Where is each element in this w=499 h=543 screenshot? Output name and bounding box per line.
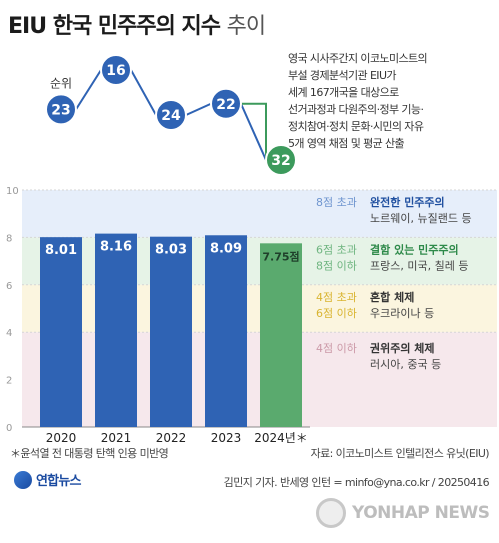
chart-title: EIU 한국 민주주의 지수 추이 xyxy=(8,8,266,40)
bar-2021 xyxy=(95,233,137,427)
band-name: 권위주의 체제 xyxy=(370,341,435,355)
rank-value: 22 xyxy=(216,97,235,113)
band-range: 8점 초과 xyxy=(316,196,357,209)
rank-marker xyxy=(210,87,242,120)
band-range-upper: 6점 이하 xyxy=(316,306,357,320)
band-examples: 우크라이나 등 xyxy=(370,307,434,320)
title-main: EIU 한국 민주주의 지수 xyxy=(8,14,221,39)
band-range: 4점 이하 xyxy=(316,341,357,355)
description-line: 영국 시사주간지 이코노미스트의 xyxy=(288,52,428,65)
bar-value-label: 8.03 xyxy=(155,243,187,258)
bar-2023 xyxy=(205,235,247,427)
y-tick-label: 2 xyxy=(6,376,12,387)
band-name: 결함 있는 민주주의 xyxy=(370,242,459,256)
footnote: ＊윤석열 전 대통령 탄핵 인용 미반영 xyxy=(10,447,169,460)
y-tick-label: 10 xyxy=(6,186,19,197)
band-range-upper: 8점 이하 xyxy=(316,258,357,272)
yonhap-mark-icon xyxy=(14,470,32,489)
yonhap-news-watermark: YONHAP NEWS xyxy=(316,498,490,528)
description-line: 부설 경제분석기관 EIU가 xyxy=(288,69,397,82)
credit: 김민지 기자. 반세영 인턴 = minfo@yna.co.kr / 20250… xyxy=(223,476,490,489)
band-examples: 프랑스, 미국, 칠레 등 xyxy=(370,259,468,272)
yonhap-logo: 연합뉴스 xyxy=(14,470,81,489)
band-name: 혼합 체제 xyxy=(370,290,414,304)
bar-value-label: 8.09 xyxy=(210,241,242,256)
chart: 02468108.0120208.1620218.0320228.0920237… xyxy=(6,54,497,445)
x-tick-label: 2022 xyxy=(156,431,187,445)
x-tick-label: 2021 xyxy=(101,431,132,445)
source: 자료: 이코노미스트 인텔리전스 유닛(EIU) xyxy=(310,447,490,460)
description-line: 선거과정과 다원주의·정부 기능· xyxy=(288,103,424,116)
y-tick-label: 4 xyxy=(6,328,12,339)
description-line: 정치참여·정치 문화·시민의 자유 xyxy=(288,120,424,133)
rank-marker xyxy=(265,144,297,176)
bar-2022 xyxy=(150,236,192,427)
rank-value: 16 xyxy=(106,63,125,79)
description-line: 5개 영역 채점 및 평균 산출 xyxy=(288,137,405,150)
band-background-1 xyxy=(22,190,497,238)
title-sub: 추이 xyxy=(226,14,266,39)
x-tick-label: 2023 xyxy=(211,431,242,445)
band-range: 6점 초과 xyxy=(316,243,357,256)
rank-value: 24 xyxy=(161,108,181,124)
rank-marker xyxy=(45,93,77,126)
bar-value-label: 8.16 xyxy=(100,240,132,255)
description: 영국 시사주간지 이코노미스트의 부설 경제분석기관 EIU가 세계 167개국… xyxy=(288,50,493,152)
rank-value: 23 xyxy=(51,102,70,118)
yonhap-circle-icon xyxy=(316,498,346,528)
bar-2024년＊ xyxy=(260,243,302,427)
bar-value-label: 8.01 xyxy=(45,243,77,258)
yonhap-logo-text: 연합뉴스 xyxy=(36,474,81,489)
bar-2020 xyxy=(40,237,82,427)
x-tick-label: 2020 xyxy=(46,431,77,445)
y-tick-label: 0 xyxy=(6,423,12,434)
y-tick-label: 6 xyxy=(6,281,12,292)
y-tick-label: 8 xyxy=(6,233,12,244)
rank-marker xyxy=(155,99,187,131)
rank-marker xyxy=(100,54,132,86)
band-name: 완전한 민주주의 xyxy=(370,195,445,209)
x-tick-label: 2024년＊ xyxy=(254,431,308,445)
bar-value-label: 7.75점 xyxy=(262,249,299,263)
description-line: 세계 167개국을 대상으로 xyxy=(288,86,399,99)
band-examples: 노르웨이, 뉴질랜드 등 xyxy=(370,212,472,225)
rank-value: 32 xyxy=(271,153,290,169)
band-examples: 러시아, 중국 등 xyxy=(370,358,441,371)
rank-label: 순위 xyxy=(50,76,72,90)
yonhap-news-text: YONHAP NEWS xyxy=(352,503,490,523)
band-range: 4점 초과 xyxy=(316,291,357,304)
